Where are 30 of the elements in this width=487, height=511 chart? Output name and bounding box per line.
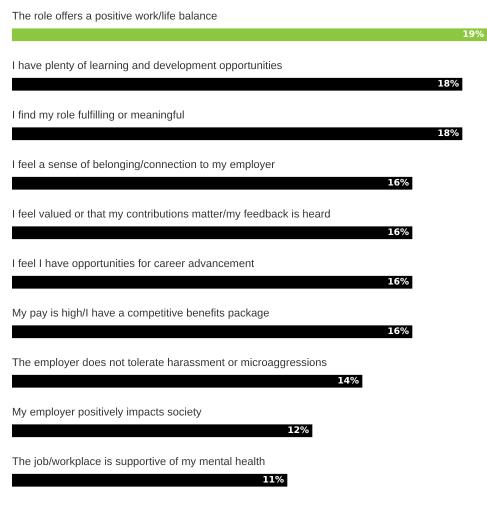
data-label: 19% [462, 30, 484, 40]
data-label: 18% [437, 129, 459, 140]
bar [12, 176, 412, 190]
data-label: 16% [387, 327, 409, 338]
bar [12, 474, 288, 487]
data-label: 12% [287, 426, 309, 436]
y-tick-label: I feel valued or that my contributions matter/my feedback is heard [12, 208, 331, 220]
bar [12, 78, 462, 91]
y-tick-label: I have plenty of learning and development opportunities [12, 60, 283, 72]
data-label: 16% [387, 278, 409, 288]
bar [12, 28, 487, 42]
data-label: 16% [387, 228, 409, 238]
bar [12, 276, 412, 289]
y-tick-label: I feel I have opportunities for career advancement [12, 258, 254, 270]
bar [12, 424, 312, 438]
data-label: 11% [262, 476, 284, 486]
bar [12, 325, 412, 338]
y-tick-label: The job/workplace is supportive of my mental health [12, 456, 266, 468]
bar [12, 127, 462, 140]
bar [12, 374, 362, 388]
y-tick-label: The role offers a positive work/life balance [12, 10, 218, 22]
bar [12, 226, 412, 240]
y-tick-label: My employer positively impacts society [12, 406, 202, 418]
data-label: 16% [387, 178, 409, 189]
y-tick-label: The employer does not tolerate harassment or microaggressions [12, 356, 328, 369]
data-label: 18% [437, 80, 459, 90]
data-label: 14% [337, 376, 359, 387]
y-tick-label: I feel a sense of belonging/connection to my employer [12, 158, 276, 171]
y-tick-label: I find my role fulfilling or meaningful [12, 109, 184, 122]
y-tick-label: My pay is high/I have a competitive benefits package [12, 307, 270, 320]
